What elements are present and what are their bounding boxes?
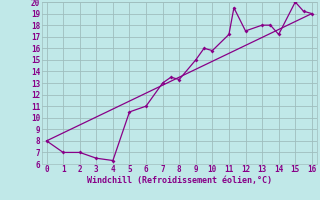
X-axis label: Windchill (Refroidissement éolien,°C): Windchill (Refroidissement éolien,°C): [87, 176, 272, 185]
